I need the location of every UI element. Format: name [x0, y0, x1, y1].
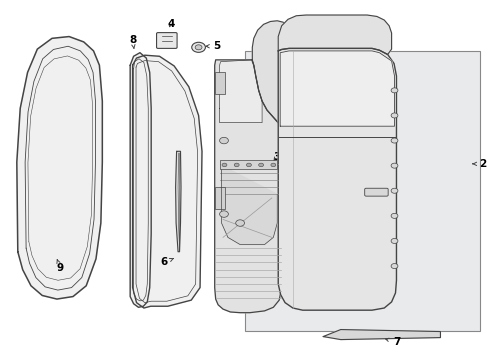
- Circle shape: [391, 163, 398, 168]
- Bar: [215, 187, 225, 209]
- Bar: [220, 160, 277, 169]
- Circle shape: [236, 220, 245, 226]
- Polygon shape: [133, 55, 202, 308]
- Text: 5: 5: [206, 41, 220, 51]
- Circle shape: [391, 238, 398, 243]
- Bar: [215, 72, 225, 94]
- Circle shape: [391, 88, 398, 93]
- Circle shape: [246, 163, 251, 167]
- Polygon shape: [252, 21, 293, 127]
- Text: 2: 2: [473, 159, 486, 169]
- Text: 9: 9: [57, 260, 64, 273]
- Circle shape: [259, 163, 264, 167]
- Polygon shape: [175, 151, 181, 252]
- Text: 7: 7: [386, 337, 400, 347]
- Polygon shape: [323, 329, 441, 339]
- Text: 6: 6: [161, 257, 173, 267]
- Polygon shape: [130, 53, 151, 307]
- Circle shape: [220, 137, 228, 144]
- Circle shape: [222, 163, 227, 167]
- Circle shape: [220, 211, 228, 217]
- Text: 1: 1: [304, 32, 317, 46]
- Circle shape: [271, 163, 276, 167]
- Polygon shape: [220, 60, 262, 123]
- Circle shape: [391, 138, 398, 143]
- FancyBboxPatch shape: [157, 33, 177, 48]
- FancyBboxPatch shape: [365, 188, 388, 196]
- Text: 3: 3: [273, 152, 280, 162]
- Polygon shape: [221, 166, 277, 244]
- Text: 8: 8: [129, 35, 136, 48]
- Polygon shape: [278, 48, 396, 310]
- Polygon shape: [280, 51, 394, 126]
- Polygon shape: [215, 60, 282, 313]
- Circle shape: [195, 45, 202, 50]
- Circle shape: [391, 213, 398, 219]
- Polygon shape: [17, 37, 102, 299]
- Circle shape: [192, 42, 205, 52]
- Circle shape: [234, 163, 239, 167]
- Bar: [245, 51, 480, 330]
- Polygon shape: [278, 15, 392, 54]
- Circle shape: [391, 113, 398, 118]
- Circle shape: [391, 188, 398, 193]
- Text: 4: 4: [167, 19, 174, 29]
- Circle shape: [391, 264, 398, 269]
